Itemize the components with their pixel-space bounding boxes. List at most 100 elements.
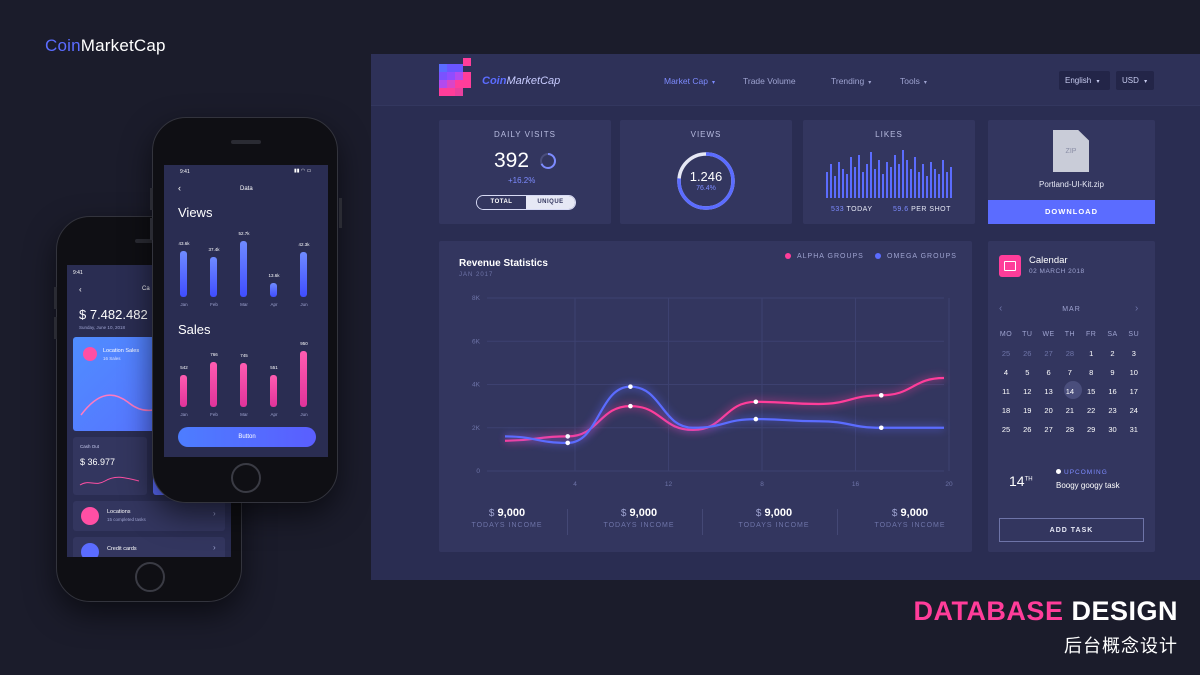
dashboard-window: CoinMarketCap Market Cap ▾ Trade Volume T… xyxy=(371,54,1200,580)
toggle-total[interactable]: TOTAL xyxy=(477,196,526,209)
locations-row[interactable]: Locations 15 completed tasks › xyxy=(73,501,225,531)
nav-trending[interactable]: Trending ▾ xyxy=(831,76,872,86)
calendar-day[interactable]: 26 xyxy=(1023,425,1032,434)
daily-visits-value: 392 xyxy=(494,149,530,172)
views-bar xyxy=(180,250,187,297)
nav-trade-volume[interactable]: Trade Volume xyxy=(743,76,796,86)
visits-toggle[interactable]: TOTAL UNIQUE xyxy=(476,195,576,210)
coinmarketcap-logo-icon[interactable] xyxy=(439,58,471,96)
x-tick-label: 20 xyxy=(945,481,953,488)
calendar-day[interactable]: 19 xyxy=(1023,406,1032,415)
language-select[interactable]: English ▾ xyxy=(1059,71,1110,90)
weekday-label: MO xyxy=(999,331,1013,338)
credit-cards-row[interactable]: Credit cards › xyxy=(73,537,225,557)
chevron-left-icon[interactable]: ‹ xyxy=(999,303,1003,314)
likes-card: LIKES 533 TODAY 59.6 PER SHOT xyxy=(803,120,975,224)
calendar-day[interactable]: 29 xyxy=(1087,425,1096,434)
calendar-day[interactable]: 14 xyxy=(1065,387,1075,396)
calendar-day[interactable]: 11 xyxy=(1002,387,1010,396)
calendar-day[interactable]: 16 xyxy=(1108,387,1117,396)
calendar-day[interactable]: 1 xyxy=(1089,349,1094,358)
upcoming-day: 14TH xyxy=(1009,473,1033,489)
calendar-day[interactable]: 28 xyxy=(1065,349,1075,358)
calendar-day[interactable]: 23 xyxy=(1108,406,1117,415)
calendar-day[interactable]: 22 xyxy=(1087,406,1096,415)
calendar-day[interactable]: 18 xyxy=(1001,406,1011,415)
file-card: ZIP Portland-UI-Kit.zip DOWNLOAD xyxy=(988,120,1155,224)
likes-bar xyxy=(926,176,929,198)
likes-bar xyxy=(906,159,909,198)
daily-visits-card: DAILY VISITS 392 +16.2% TOTAL UNIQUE xyxy=(439,120,611,224)
x-tick-label: 16 xyxy=(852,481,860,488)
sales-bar-label: 745 xyxy=(240,353,248,359)
calendar-day[interactable]: 31 xyxy=(1129,425,1138,434)
calendar-day[interactable]: 28 xyxy=(1065,425,1075,434)
calendar-day[interactable]: 4 xyxy=(1003,368,1009,377)
home-button[interactable] xyxy=(231,463,261,493)
likes-bar xyxy=(862,171,865,198)
back-chevron-icon[interactable]: ‹ xyxy=(178,183,181,193)
calendar-day[interactable]: 8 xyxy=(1089,368,1094,377)
series-line-alpha xyxy=(504,376,945,442)
cash-out-label: Cash Out xyxy=(80,444,100,449)
likes-bar xyxy=(910,169,913,198)
back-chevron-icon[interactable]: ‹ xyxy=(79,285,82,294)
calendar-day[interactable]: 26 xyxy=(1023,349,1032,358)
brand-rest: MarketCap xyxy=(80,36,166,55)
chevron-right-icon[interactable]: › xyxy=(1135,303,1139,314)
calendar-day[interactable]: 15 xyxy=(1087,387,1096,396)
sales-bar xyxy=(300,351,307,407)
calendar-day[interactable]: 10 xyxy=(1129,368,1138,377)
calendar-day[interactable]: 17 xyxy=(1129,387,1138,396)
likes-bar xyxy=(898,164,901,198)
download-button[interactable]: DOWNLOAD xyxy=(988,200,1155,224)
calendar-day[interactable]: 13 xyxy=(1044,387,1053,396)
screen-title: Ca xyxy=(142,286,150,292)
calendar-selected-day-marker xyxy=(1064,381,1082,399)
nav-market-cap[interactable]: Market Cap ▾ xyxy=(664,76,715,86)
likes-today: 533 TODAY xyxy=(831,206,873,213)
calendar-day[interactable]: 21 xyxy=(1065,406,1075,415)
calendar-day[interactable]: 6 xyxy=(1046,368,1051,377)
chevron-down-icon: ▾ xyxy=(711,80,715,86)
likes-bar xyxy=(914,157,917,198)
add-task-button[interactable]: ADD TASK xyxy=(999,518,1144,542)
likes-bar xyxy=(950,166,953,198)
calendar-day[interactable]: 30 xyxy=(1108,425,1117,434)
calendar-day[interactable]: 3 xyxy=(1131,349,1136,358)
likes-bar xyxy=(854,166,857,198)
calendar-date: 02 MARCH 2018 xyxy=(1029,268,1085,275)
likes-bar xyxy=(938,174,941,198)
revenue-title: Revenue Statistics xyxy=(459,258,548,269)
calendar-day[interactable]: 9 xyxy=(1110,368,1115,377)
likes-bar xyxy=(902,150,905,198)
calendar-day[interactable]: 27 xyxy=(1044,349,1053,358)
location-sales-title: Location Sales xyxy=(103,348,140,354)
sales-bar-label: 551 xyxy=(270,364,278,370)
upcoming-label: UPCOMING xyxy=(1056,469,1108,476)
calendar-day[interactable]: 7 xyxy=(1067,368,1072,377)
sales-bar-month: Feb xyxy=(210,412,218,417)
currency-select[interactable]: USD ▾ xyxy=(1116,71,1154,90)
calendar-day[interactable]: 5 xyxy=(1025,368,1030,377)
cash-out-card[interactable]: Cash Out $ 36.977 xyxy=(73,437,147,495)
location-pin-icon xyxy=(83,347,97,361)
series-glow xyxy=(504,375,945,444)
calendar-day[interactable]: 25 xyxy=(1001,425,1011,434)
cash-out-sparkline xyxy=(79,476,140,486)
x-tick-label: 4 xyxy=(573,481,577,488)
toggle-unique[interactable]: UNIQUE xyxy=(526,196,575,209)
calendar-month: MAR xyxy=(1062,306,1081,313)
calendar-day[interactable]: 12 xyxy=(1023,387,1032,396)
location-sales-sub: 16 Sales xyxy=(103,356,121,361)
weekday-label: SA xyxy=(1107,331,1118,338)
sales-title: Sales xyxy=(178,322,211,337)
calendar-day[interactable]: 24 xyxy=(1129,406,1138,415)
primary-button[interactable]: Button xyxy=(178,427,316,447)
calendar-day[interactable]: 2 xyxy=(1110,349,1115,358)
home-button[interactable] xyxy=(135,562,165,592)
calendar-day[interactable]: 25 xyxy=(1001,349,1011,358)
nav-tools[interactable]: Tools ▾ xyxy=(900,76,927,86)
calendar-day[interactable]: 27 xyxy=(1044,425,1053,434)
calendar-day[interactable]: 20 xyxy=(1044,406,1053,415)
